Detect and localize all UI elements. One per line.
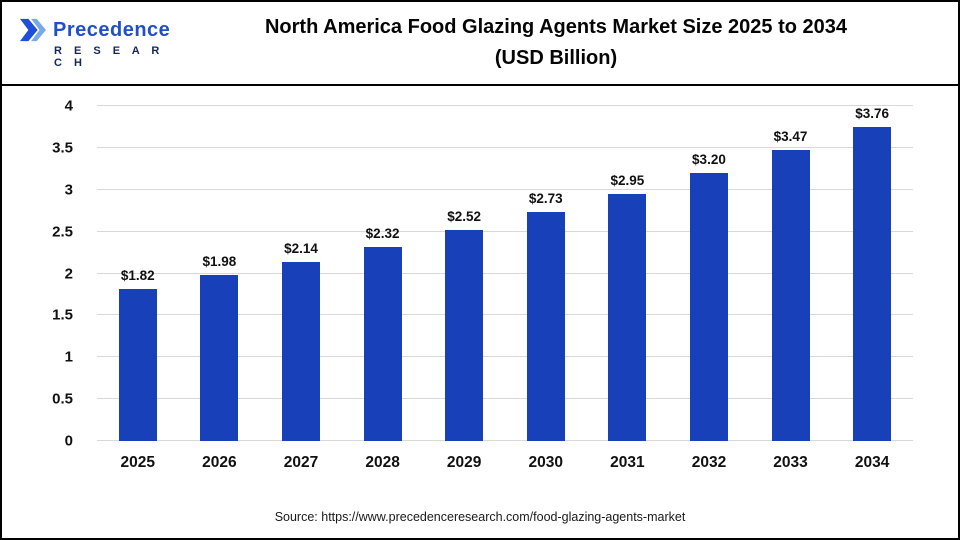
footer: Source: https://www.precedenceresearch.c… <box>2 504 958 538</box>
bar-column: $3.20 <box>668 106 750 441</box>
bar-column: $3.47 <box>750 106 832 441</box>
bars: $1.82 $1.98 $2.14 $2.32 $2.52 $2.73 $2.95 $3.20… <box>97 106 913 441</box>
bar-column: $3.76 <box>831 106 913 441</box>
x-axis: 2025 2026 2027 2028 2029 2030 2031 2032 2033 2034 <box>97 454 913 472</box>
gridline <box>97 146 913 148</box>
x-tick-label: 2025 <box>120 454 156 471</box>
bar <box>118 288 157 441</box>
bar <box>200 275 239 441</box>
precedence-research-logo: Precedence R E S E A R C H <box>18 17 178 69</box>
bar-value-label: $1.98 <box>202 254 237 270</box>
x-tick-label: 2033 <box>773 454 808 471</box>
bar-column: $2.14 <box>260 106 342 441</box>
x-tick-label: 2026 <box>202 454 237 471</box>
y-tick-label: 4 <box>64 97 73 115</box>
bar-chart: 0 0.5 1 1.5 2 2.5 3 3.5 4 $1.82 $1.98 $2.14 $2.32 $2… <box>2 86 958 504</box>
chart-subtitle: (USD Billion) <box>494 47 618 69</box>
header: Precedence R E S E A R C H North America… <box>2 2 958 86</box>
bar <box>853 127 892 441</box>
bar <box>281 261 320 441</box>
y-axis: 0 0.5 1 1.5 2 2.5 3 3.5 4 <box>2 98 87 450</box>
bar-column: $1.82 <box>97 106 179 441</box>
gridline <box>97 440 913 441</box>
bar <box>689 173 728 441</box>
bar <box>445 229 484 441</box>
y-tick-label: 0.5 <box>52 390 73 408</box>
x-tick-label: 2034 <box>854 454 890 471</box>
gridline <box>97 230 913 232</box>
bar <box>771 150 810 441</box>
gridline <box>97 314 913 316</box>
bar-value-label: $3.20 <box>692 152 726 167</box>
logo-icon <box>18 17 48 43</box>
gridline <box>97 272 913 274</box>
bar-value-label: $3.76 <box>855 106 890 121</box>
bar-value-label: $1.82 <box>120 267 155 283</box>
plot-area: $1.82 $1.98 $2.14 $2.32 $2.52 $2.73 $2.95 $3.20… <box>97 105 913 441</box>
gridline <box>97 105 913 106</box>
y-tick-label: 0 <box>64 432 73 450</box>
bar-value-label: $2.52 <box>447 208 482 224</box>
bar-column: $2.52 <box>423 106 505 441</box>
bar-value-label: $2.32 <box>365 225 400 241</box>
bar-value-label: $2.73 <box>528 191 563 207</box>
bar-column: $2.32 <box>342 106 424 441</box>
y-tick-label: 2 <box>64 265 73 282</box>
x-tick-label: 2029 <box>446 454 482 471</box>
x-tick-label: 2031 <box>610 454 645 471</box>
y-tick-label: 1 <box>64 348 73 366</box>
bar <box>363 246 402 441</box>
gridline <box>97 398 913 400</box>
logo-text-research: R E S E A R C H <box>54 45 164 69</box>
chart-title-block: North America Food Glazing Agents Market… <box>178 12 942 74</box>
y-tick-label: 3 <box>64 181 73 199</box>
bar-column: $2.73 <box>505 106 587 441</box>
y-tick-label: 2.5 <box>52 223 73 241</box>
bar <box>608 193 647 441</box>
x-tick-label: 2028 <box>365 454 400 471</box>
y-tick-label: 1.5 <box>52 306 73 324</box>
bar-value-label: $2.14 <box>284 240 318 256</box>
source-text: Source: https://www.precedenceresearch.c… <box>274 510 686 524</box>
gridline <box>97 188 913 190</box>
y-tick-label: 3.5 <box>52 139 73 157</box>
x-tick-label: 2027 <box>283 454 319 471</box>
bar-value-label: $2.95 <box>610 172 645 188</box>
bar-value-label: $3.47 <box>773 129 808 145</box>
x-tick-label: 2030 <box>528 454 563 471</box>
logo-text-precedence: Precedence <box>53 18 171 41</box>
bar-column: $1.98 <box>179 106 261 441</box>
gridline <box>97 356 913 358</box>
bar-column: $2.95 <box>587 106 669 441</box>
chart-title: North America Food Glazing Agents Market… <box>264 16 847 38</box>
x-tick-label: 2032 <box>691 454 727 471</box>
bar <box>526 212 565 441</box>
